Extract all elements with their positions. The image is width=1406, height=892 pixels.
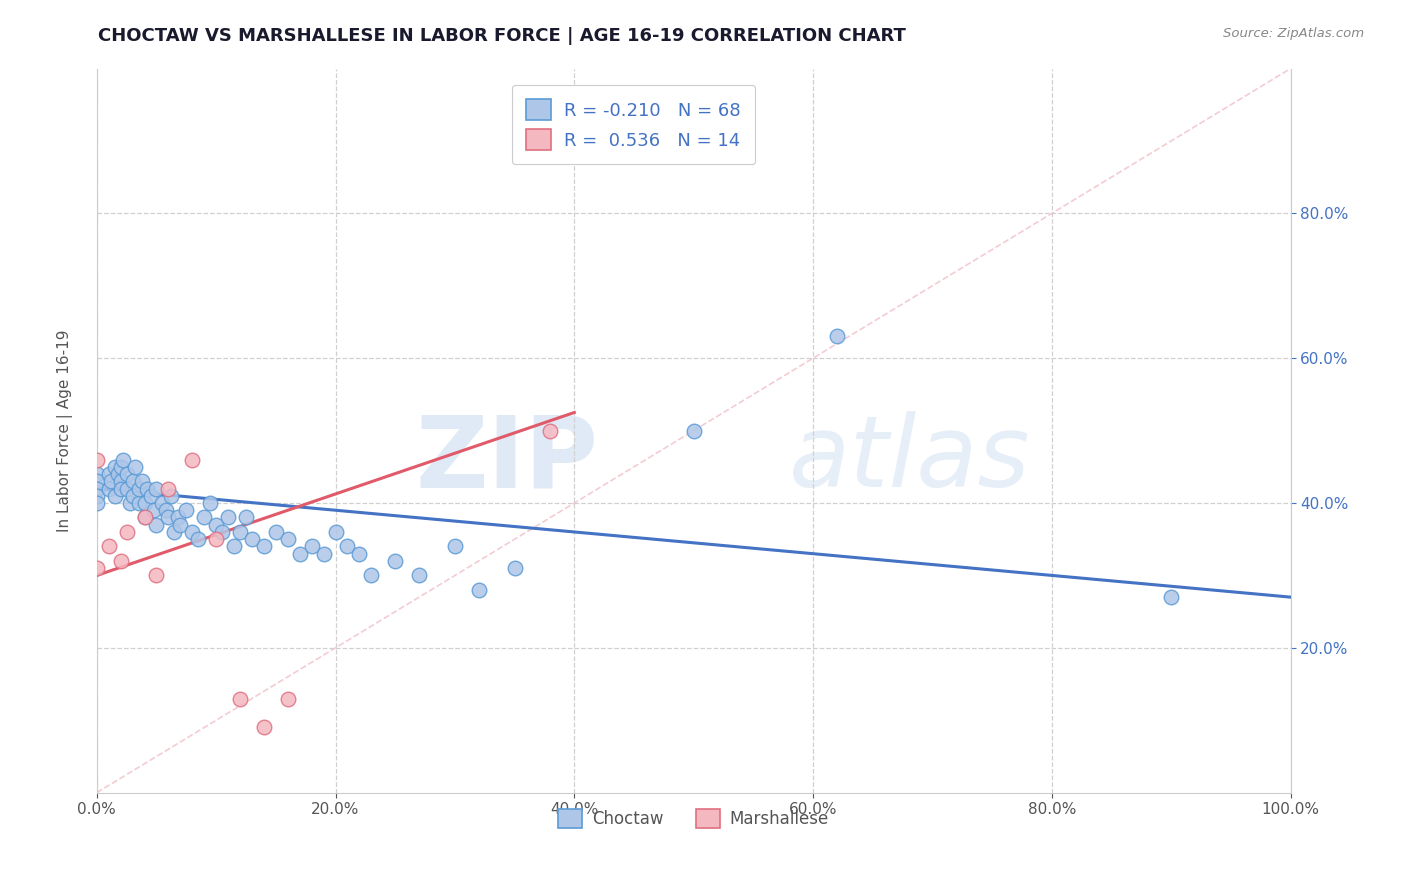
Point <box>825 329 848 343</box>
Legend: Choctaw, Marshallese: Choctaw, Marshallese <box>551 803 835 835</box>
Point <box>176 503 198 517</box>
Point <box>200 496 222 510</box>
Point <box>205 517 228 532</box>
Point <box>145 482 167 496</box>
Point <box>128 482 150 496</box>
Point <box>205 532 228 546</box>
Point <box>128 496 150 510</box>
Point <box>312 547 335 561</box>
Point <box>115 467 138 481</box>
Point <box>264 524 287 539</box>
Point <box>136 482 159 496</box>
Point <box>301 540 323 554</box>
Point <box>121 489 143 503</box>
Point <box>121 475 143 489</box>
Point <box>163 524 186 539</box>
Point <box>253 721 276 735</box>
Point <box>134 510 156 524</box>
Point <box>97 540 120 554</box>
Point <box>143 503 166 517</box>
Point <box>86 489 108 503</box>
Point <box>193 510 215 524</box>
Point <box>167 510 190 524</box>
Point <box>384 554 406 568</box>
Text: ZIP: ZIP <box>415 411 598 508</box>
Point <box>134 510 156 524</box>
Point <box>124 459 146 474</box>
Point <box>682 424 704 438</box>
Point <box>240 532 263 546</box>
Point <box>325 524 347 539</box>
Point <box>277 532 299 546</box>
Y-axis label: In Labor Force | Age 16-19: In Labor Force | Age 16-19 <box>58 329 73 532</box>
Point <box>187 532 209 546</box>
Point <box>169 517 191 532</box>
Point <box>145 568 167 582</box>
Point <box>131 475 153 489</box>
Point <box>336 540 359 554</box>
Point <box>408 568 430 582</box>
Point <box>253 540 276 554</box>
Point <box>139 489 162 503</box>
Point <box>235 510 257 524</box>
Text: Source: ZipAtlas.com: Source: ZipAtlas.com <box>1223 27 1364 40</box>
Point <box>86 482 108 496</box>
Point <box>112 452 135 467</box>
Point <box>157 482 180 496</box>
Point <box>152 496 174 510</box>
Point <box>288 547 311 561</box>
Point <box>97 482 120 496</box>
Point <box>181 452 204 467</box>
Point <box>444 540 467 554</box>
Point <box>110 482 132 496</box>
Point <box>181 524 204 539</box>
Point <box>503 561 526 575</box>
Point <box>229 524 252 539</box>
Point <box>104 489 127 503</box>
Point <box>229 691 252 706</box>
Point <box>107 467 129 481</box>
Point <box>110 475 132 489</box>
Text: CHOCTAW VS MARSHALLESE IN LABOR FORCE | AGE 16-19 CORRELATION CHART: CHOCTAW VS MARSHALLESE IN LABOR FORCE | … <box>98 27 907 45</box>
Point <box>349 547 371 561</box>
Point <box>468 582 491 597</box>
Point <box>110 554 132 568</box>
Point <box>100 475 122 489</box>
Point <box>211 524 233 539</box>
Point <box>538 424 561 438</box>
Point <box>134 496 156 510</box>
Point <box>97 467 120 481</box>
Point <box>159 489 181 503</box>
Point <box>86 467 108 481</box>
Point <box>222 540 245 554</box>
Point <box>86 452 108 467</box>
Point <box>217 510 239 524</box>
Point <box>110 459 132 474</box>
Point <box>115 482 138 496</box>
Point <box>145 517 167 532</box>
Point <box>157 510 180 524</box>
Point <box>155 503 177 517</box>
Point <box>86 496 108 510</box>
Text: atlas: atlas <box>789 411 1031 508</box>
Point <box>86 475 108 489</box>
Point <box>120 496 142 510</box>
Point <box>86 561 108 575</box>
Point <box>104 459 127 474</box>
Point <box>360 568 382 582</box>
Point <box>115 524 138 539</box>
Point <box>1160 590 1182 604</box>
Point <box>277 691 299 706</box>
